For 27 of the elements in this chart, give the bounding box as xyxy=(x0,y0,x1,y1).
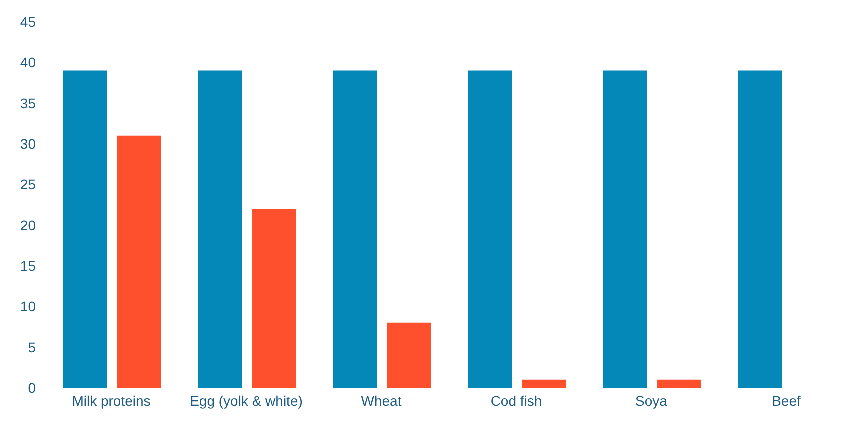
y-tick-label: 20 xyxy=(20,217,36,234)
y-tick-label: 25 xyxy=(20,176,36,193)
y-tick-label: 10 xyxy=(20,298,36,315)
y-tick-label: 30 xyxy=(20,136,36,152)
y-tick-label: 45 xyxy=(20,14,36,30)
x-tick-label: Cod fish xyxy=(490,392,542,409)
y-tick-label: 5 xyxy=(28,339,36,356)
y-tick-label: 15 xyxy=(20,258,36,274)
bar xyxy=(198,70,242,388)
x-tick-label: Beef xyxy=(772,392,802,409)
bar xyxy=(252,209,296,388)
x-tick-label: Egg (yolk & white) xyxy=(190,392,303,409)
y-tick-label: 35 xyxy=(20,95,36,112)
x-tick-label: Wheat xyxy=(361,392,402,409)
y-tick-label: 40 xyxy=(20,54,36,71)
bar xyxy=(387,322,431,388)
bar xyxy=(468,70,512,388)
bar xyxy=(63,70,107,388)
bar xyxy=(117,136,161,388)
bar xyxy=(657,380,701,388)
x-tick-label: Milk proteins xyxy=(72,392,151,409)
bar xyxy=(333,70,377,388)
bar xyxy=(738,70,782,388)
x-tick-label: Soya xyxy=(636,392,668,409)
y-tick-label: 0 xyxy=(28,380,36,396)
bar xyxy=(522,380,566,388)
bar xyxy=(603,70,647,388)
